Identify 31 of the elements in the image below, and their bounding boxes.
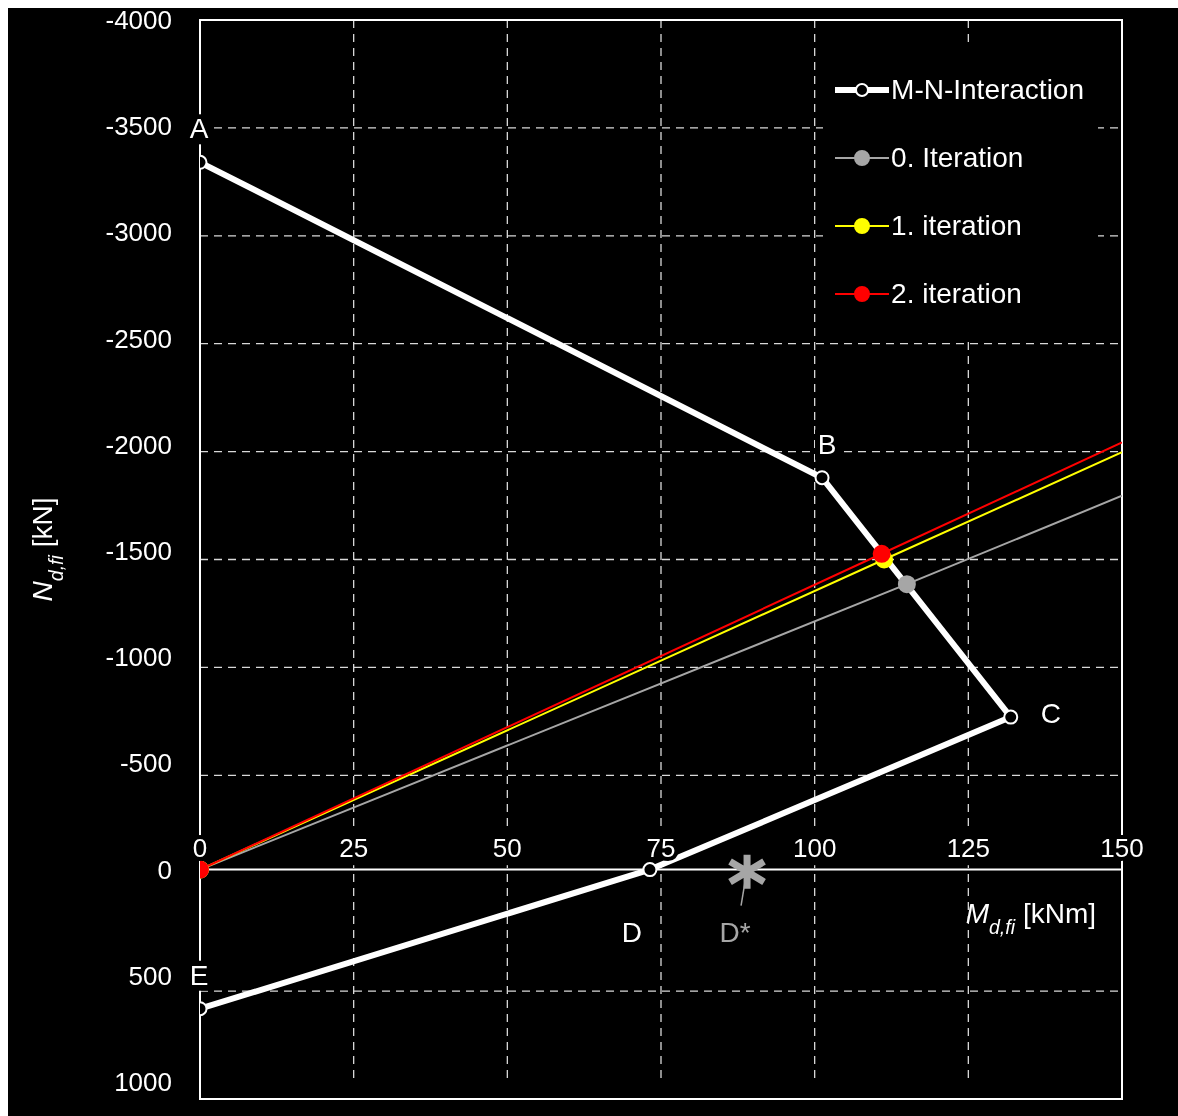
legend-label: 0. Iteration — [891, 142, 1024, 174]
annotation: A — [189, 113, 209, 145]
annotation: C — [1040, 698, 1061, 730]
y-tick-label: -500 — [119, 748, 172, 779]
y-tick-label: -2000 — [105, 429, 172, 460]
y-tick-label: -2500 — [105, 323, 172, 354]
legend-label: 2. iteration — [891, 278, 1022, 310]
annotation: D — [621, 916, 643, 948]
x-tick-label: 75 — [646, 833, 676, 864]
x-tick-label: 50 — [492, 833, 522, 864]
y-tick-label: -3500 — [105, 111, 172, 142]
y-tick-label: 500 — [128, 960, 172, 991]
legend-label: 1. iteration — [891, 210, 1022, 242]
x-tick-label: 125 — [946, 833, 991, 864]
y-tick-label: 0 — [157, 854, 172, 885]
legend-label: M-N-Interaction — [891, 74, 1084, 106]
point — [1003, 709, 1019, 725]
y-tick-label: -3000 — [105, 217, 172, 248]
annotation: E — [189, 959, 209, 991]
x-tick-label: 25 — [339, 833, 369, 864]
y-tick-label: 1000 — [114, 1067, 172, 1097]
point — [814, 470, 830, 486]
point — [897, 575, 916, 594]
annotation: D* — [719, 916, 751, 948]
point — [642, 862, 658, 878]
y-tick-label: -1500 — [105, 536, 172, 566]
y-tick-label: -4000 — [105, 5, 172, 35]
annotation: B — [817, 428, 837, 460]
x-tick-label: 100 — [792, 833, 837, 864]
x-axis-title: M$_{d,fi}$ [kNm] — [965, 898, 1096, 939]
y-tick-label: -1000 — [105, 642, 172, 673]
